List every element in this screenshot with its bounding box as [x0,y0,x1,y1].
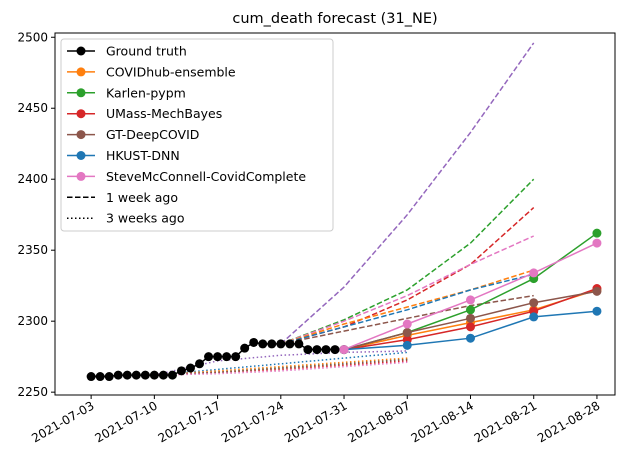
legend-marker-covidhub-ensemble [76,67,86,77]
series-line-karlen-pypm [343,232,598,351]
legend-label-3-weeks-ago: 3 weeks ago [106,211,185,226]
legend-label-covidhub-ensemble: COVIDhub-ensemble [106,64,236,79]
x-tick-label: 2021-07-17 [156,398,223,445]
ground-truth-point [167,370,177,380]
ground-truth-point [330,345,340,355]
ground-truth-point [95,372,105,382]
one-week-ago-line-4 [280,235,535,345]
three-weeks-ago-line-2 [154,350,408,376]
series-point-hkust-dnn [592,306,602,316]
ground-truth-point [122,370,132,380]
one-week-ago-line-1 [280,42,535,345]
ground-truth-point [267,339,277,349]
legend-box [60,38,334,232]
ground-truth-point [113,370,123,380]
one-week-ago-line-7 [280,294,534,345]
series-point-stevemcconnell-covidcomplete [529,268,539,278]
ground-truth-point [276,339,286,349]
legend-label-gt-deepcovid: GT-DeepCOVID [106,127,199,142]
series-point-gt-deepcovid [529,298,539,308]
ground-truth-point [231,352,241,362]
ground-truth-point [258,339,268,349]
ground-truth-point [149,370,159,380]
legend-label-umass-mechbayes: UMass-MechBayes [106,106,222,121]
ground-truth-point [294,339,304,349]
series-point-stevemcconnell-covidcomplete [402,319,412,329]
ground-truth-point [185,363,195,373]
plot-frame [54,32,616,396]
ground-truth-point [312,345,322,355]
legend-label-stevemcconnell-covidcomplete: SteveMcConnell-CovidComplete [106,169,306,184]
x-tick-label: 2021-08-28 [535,398,602,445]
ground-truth-point [140,370,150,380]
x-tick-label: 2021-07-24 [219,398,286,445]
series-point-hkust-dnn [465,333,475,343]
one-week-ago-line-2 [280,178,535,345]
ground-truth-point [204,352,214,362]
ground-truth-point [303,345,313,355]
y-tick-label: 2500 [17,30,48,44]
ground-truth-point [86,372,96,382]
series-point-stevemcconnell-covidcomplete [465,295,475,305]
y-tick-label: 2450 [17,101,48,115]
legend-marker-gt-deepcovid [76,130,86,140]
y-tick-label: 2300 [17,314,48,328]
x-tick-label: 2021-08-07 [345,398,412,445]
series-point-hkust-dnn [402,340,412,350]
series-point-gt-deepcovid [465,313,475,323]
one-week-ago-line-5 [280,269,534,345]
legend-marker-ground-truth [76,46,86,56]
x-tick-label: 2021-07-31 [282,398,349,445]
chart-title: cum_death forecast (31_NE) [232,11,437,27]
ground-truth-point [104,372,114,382]
three-weeks-ago-lines [154,350,408,376]
ground-truth-point [222,352,232,362]
series-point-stevemcconnell-covidcomplete [592,238,602,248]
legend-label-1-week-ago: 1 week ago [106,190,178,205]
legend: Ground truth COVIDhub-ensemble Karlen-pypm… [60,38,334,232]
series-point-gt-deepcovid [402,328,412,338]
ground-truth-point [321,345,331,355]
legend-marker-stevemcconnell-covidcomplete [76,171,86,181]
series-point-gt-deepcovid [592,286,602,296]
ground-truth-point [131,370,141,380]
one-week-ago-lines [280,42,535,345]
ground-truth-point [195,359,205,369]
ground-truth-point [285,339,295,349]
series-point-karlen-pypm [465,305,475,315]
legend-label-ground-truth: Ground truth [106,44,187,59]
one-week-ago-line-6 [280,273,534,345]
series-point-hkust-dnn [529,312,539,322]
ground-truth-point [240,343,250,353]
ground-truth-point [213,352,223,362]
legend-label-hkust-dnn: HKUST-DNN [106,148,180,163]
ground-truth-point [158,370,168,380]
ground-truth-point [176,366,186,376]
x-tick-label: 2021-08-21 [472,398,539,445]
series-point-karlen-pypm [592,228,602,238]
legend-marker-karlen-pypm [76,88,86,98]
legend-marker-hkust-dnn [76,151,86,160]
x-tick-label: 2021-08-14 [409,398,476,445]
legend-marker-umass-mechbayes [76,109,86,119]
ground-truth-series [86,337,340,382]
y-tick-label: 2250 [17,385,48,399]
series-point-stevemcconnell-covidcomplete [339,345,349,355]
y-tick-label: 2350 [17,243,48,257]
forecast-series-lines [339,228,602,355]
x-tick-label: 2021-07-10 [92,398,159,445]
y-tick-label: 2400 [17,172,48,186]
series-point-umass-mechbayes [465,322,475,332]
x-tick-label: 2021-07-03 [29,398,96,445]
ground-truth-point [249,337,259,347]
legend-label-karlen-pypm: Karlen-pypm [106,85,186,100]
